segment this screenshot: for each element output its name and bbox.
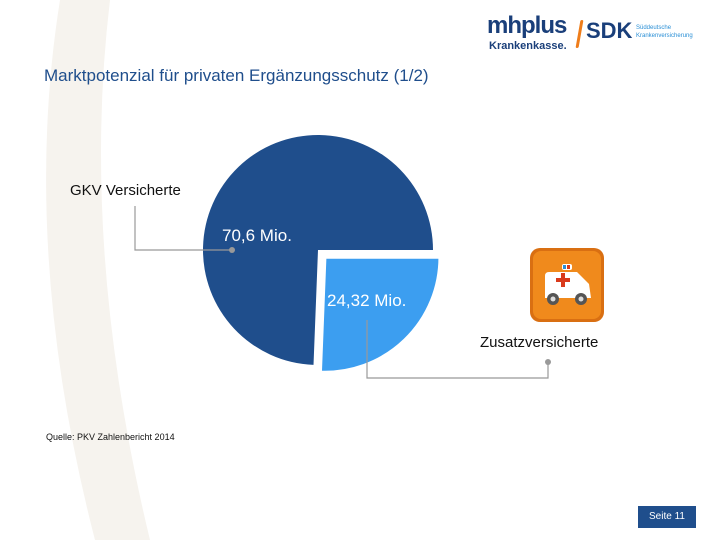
mhplus-logo-subtext: Krankenkasse. (489, 40, 567, 52)
gkv-value-label: 70,6 Mio. (222, 226, 292, 245)
ambulance-icon (530, 248, 604, 322)
gkv-leader-dot (229, 247, 235, 253)
gkv-label: GKV Versicherte (70, 182, 181, 199)
page-title: Marktpotenzial für privaten Ergänzungssc… (44, 66, 429, 85)
gkv-leader-line (134, 206, 232, 251)
sdk-logo-subtext: Süddeutsche Krankenversicherung (636, 25, 693, 39)
source-note: Quelle: PKV Zahlenbericht 2014 (46, 432, 175, 442)
page-number-badge: Seite 11 (638, 506, 696, 528)
zusatz-leader-dot (545, 359, 551, 365)
pie-slice-zusatz (318, 255, 442, 374)
mhplus-logo-text: mhplus (487, 12, 567, 39)
zusatz-value-label: 24,32 Mio. (327, 291, 407, 310)
zusatz-label: Zusatzversicherte (480, 334, 599, 351)
zusatz-leader-line (366, 320, 549, 379)
sdk-logo: SDK Süddeutsche Krankenversicherung (575, 18, 698, 58)
mhplus-logo: mhplus Krankenkasse. (487, 14, 577, 54)
sdk-logo-text: SDK (586, 18, 633, 43)
pie-slice-gkv (202, 134, 433, 365)
